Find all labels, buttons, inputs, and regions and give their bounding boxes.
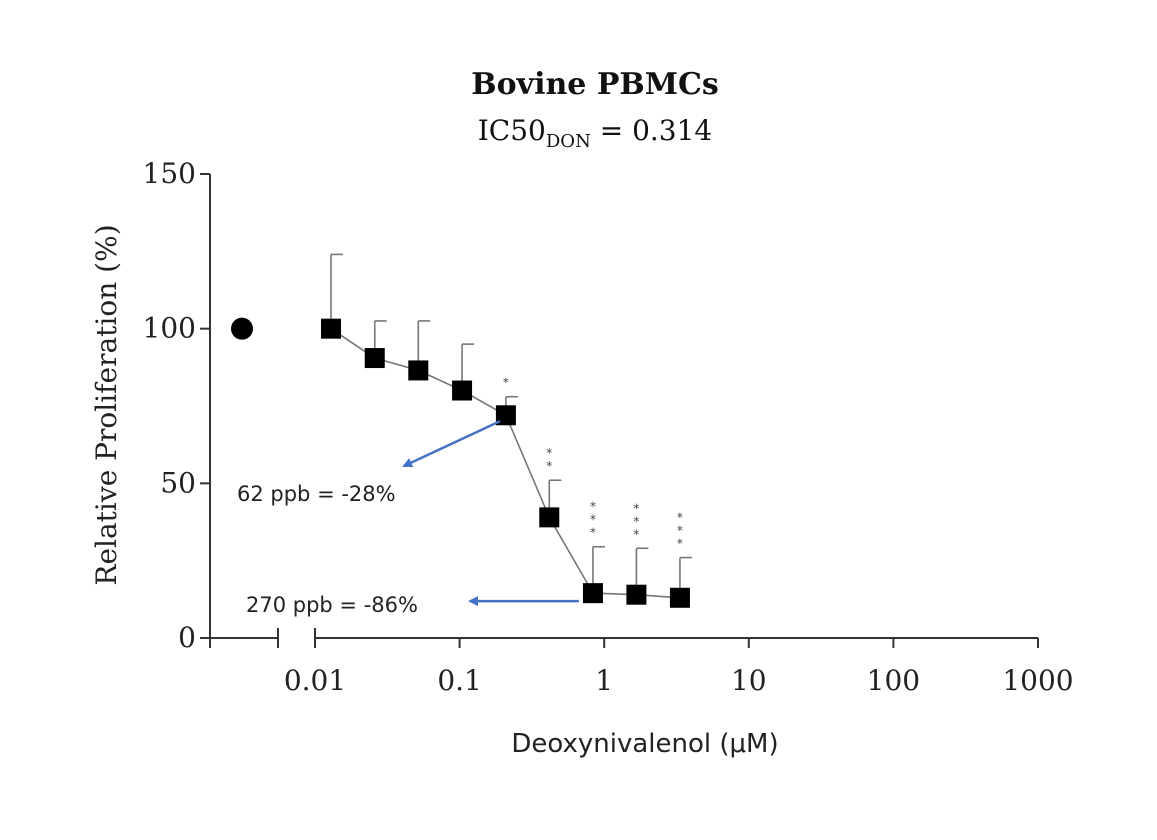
y-tick-label: 0	[178, 621, 196, 654]
chart-title: Bovine PBMCs	[471, 67, 718, 102]
significance-star: *	[677, 511, 683, 525]
significance-star: *	[590, 500, 596, 514]
significance-star: *	[633, 501, 639, 515]
significance-marks: ************	[503, 376, 683, 551]
data-point	[669, 587, 690, 608]
significance-star: *	[677, 524, 683, 538]
data-lines	[330, 328, 680, 599]
x-tick-label: 1000	[1002, 664, 1073, 697]
data-point	[495, 405, 516, 426]
data-point	[582, 583, 603, 604]
significance-star: *	[633, 514, 639, 528]
subtitle-prefix: IC50	[478, 114, 546, 147]
significance-star: *	[546, 446, 552, 460]
series-line	[330, 328, 680, 599]
data-point	[539, 507, 560, 528]
control-point	[231, 317, 253, 340]
x-tick-label: 100	[867, 664, 920, 697]
significance-star: *	[590, 513, 596, 527]
x-tick-label: 1	[595, 664, 613, 697]
data-point	[452, 380, 473, 401]
subtitle-suffix: = 0.314	[591, 114, 712, 147]
subtitle-subscript: DON	[546, 131, 591, 152]
significance-star: *	[546, 459, 552, 473]
y-tick-label: 50	[160, 466, 196, 499]
data-markers	[231, 317, 690, 608]
axes: 0 50 100 150 0.01 0.1 1 10 100 1000	[143, 157, 1074, 697]
significance-star: *	[633, 527, 639, 541]
data-point	[626, 584, 647, 605]
x-tick-label: 10	[731, 664, 767, 697]
y-axis-label: Relative Proliferation (%)	[90, 224, 123, 585]
significance-star: *	[677, 537, 683, 551]
y-tick-label: 100	[143, 312, 196, 345]
data-point	[320, 318, 341, 339]
x-tick-label: 0.01	[284, 664, 346, 697]
data-point	[408, 360, 429, 381]
x-axis-label: Deoxynivalenol (μM)	[511, 729, 778, 759]
x-tick-label: 0.1	[437, 664, 482, 697]
data-point	[364, 348, 385, 369]
annotations: 62 ppb = -28% 270 ppb = -86%	[237, 420, 579, 617]
annotation-arrow	[402, 420, 501, 468]
annotation-label: 62 ppb = -28%	[237, 482, 396, 506]
significance-star: *	[590, 526, 596, 540]
annotation-label: 270 ppb = -86%	[246, 593, 418, 617]
significance-star: *	[503, 376, 509, 390]
chart-subtitle: IC50DON = 0.314	[478, 114, 713, 152]
error-bars	[330, 253, 692, 598]
y-tick-label: 150	[143, 157, 196, 190]
